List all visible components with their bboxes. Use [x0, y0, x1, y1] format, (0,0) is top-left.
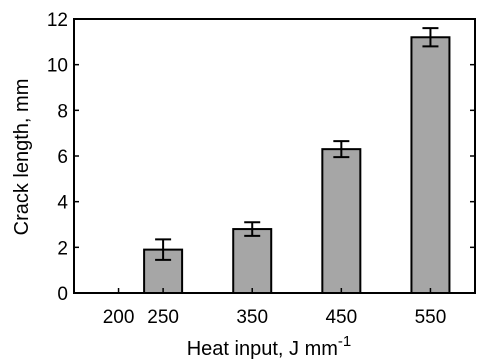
y-tick-label: 2	[57, 238, 68, 259]
x-tick-label: 200	[103, 307, 135, 328]
y-tick-label: 8	[57, 101, 68, 122]
x-axis-label-text: Heat input, J mm	[187, 338, 338, 360]
bar-550	[410, 36, 451, 295]
x-axis-label-superscript: -1	[338, 333, 351, 350]
error-bar-550	[422, 27, 439, 48]
bar-450	[321, 148, 362, 294]
error-bar-350	[244, 221, 261, 237]
x-tick-label: 350	[236, 307, 268, 328]
x-tick-label: 250	[147, 307, 179, 328]
bar-350	[232, 228, 273, 294]
x-axis-label: Heat input, J mm-1	[187, 333, 352, 360]
x-tick-label: 550	[415, 307, 447, 328]
bars-group	[143, 36, 451, 295]
y-tick-label: 12	[47, 10, 68, 31]
y-tick-label: 0	[57, 284, 68, 305]
y-tick-label: 4	[57, 193, 68, 214]
y-ticks-group: 0 2 4 6 8 10 12	[47, 10, 475, 305]
y-tick-label: 6	[57, 147, 68, 168]
error-bar-450	[333, 140, 350, 159]
error-bars-group	[155, 27, 439, 261]
y-tick-label: 10	[47, 56, 68, 77]
x-ticks-group: 200 250 350 450 550	[103, 288, 447, 328]
x-tick-label: 450	[325, 307, 357, 328]
y-axis-label: Crack length, mm	[11, 79, 33, 236]
error-bar-250	[155, 238, 172, 261]
